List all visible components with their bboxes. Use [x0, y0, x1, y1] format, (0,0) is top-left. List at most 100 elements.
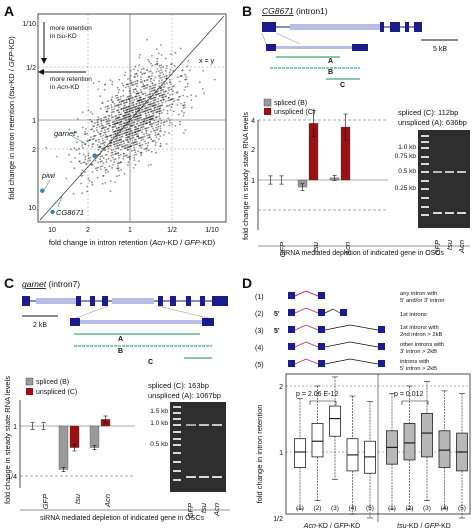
scatter-point: [114, 181, 116, 183]
scatter-point: [144, 112, 147, 115]
scatter-point: [139, 81, 142, 84]
scatter-point: [147, 164, 150, 167]
scatter-point: [117, 147, 120, 149]
scheme-label: 2nd intron > 2kB: [400, 332, 443, 338]
scatter-point: [143, 85, 146, 87]
scatter-point: [150, 123, 153, 125]
scatter-point: [112, 121, 115, 123]
scatter-point: [154, 129, 156, 132]
scatter-point: [143, 110, 146, 113]
scatter-point: [84, 133, 87, 135]
group-label-tsu: tsu-KD / GFP-KD: [397, 523, 451, 530]
scatter-point: [124, 86, 127, 89]
scatter-point: [136, 90, 138, 92]
scatter-point: [124, 71, 127, 74]
scatter-point: [161, 94, 164, 96]
scatter-point: [130, 119, 133, 122]
scatter-point: [160, 99, 163, 102]
scatter-point: [115, 115, 118, 117]
scatter-point: [96, 126, 98, 129]
scatter-point: [114, 158, 117, 160]
scatter-point: [122, 155, 125, 158]
box-label: (3): [423, 505, 431, 512]
exon-box: [340, 309, 347, 316]
scatter-point: [93, 130, 95, 133]
scatter-point: [87, 139, 89, 142]
scatter-point: [114, 138, 116, 141]
ladder-label: 0.5 kb: [150, 441, 168, 448]
scatter-point: [110, 114, 113, 116]
scatter-point: [203, 92, 206, 95]
scatter-point: [190, 106, 193, 109]
scatter-point: [118, 128, 121, 131]
scatter-point: [136, 117, 139, 120]
five-prime-label: 5': [274, 311, 280, 318]
scatter-point: [165, 90, 167, 93]
x-tick: Acn: [103, 494, 112, 508]
scatter-point: [159, 107, 162, 110]
scatter-point: [131, 84, 134, 86]
scatter-point: [110, 106, 113, 109]
scatter-point: [135, 105, 138, 108]
scatter-point: [109, 159, 112, 162]
scatter-point: [172, 110, 175, 113]
scatter-point: [91, 128, 93, 131]
scatter-point: [136, 140, 138, 143]
scatter-point: [96, 119, 99, 121]
diagonal-label: x = y: [199, 58, 214, 65]
ladder-label: 1.5 kb: [150, 408, 168, 415]
scatter-point: [112, 116, 114, 118]
box-label: (2): [314, 505, 322, 512]
scatter-point: [167, 117, 170, 120]
scatter-point: [121, 133, 123, 136]
scatter-point: [144, 97, 147, 100]
scatter-point: [133, 68, 135, 71]
p-value-tsu: p = 0.012: [394, 391, 423, 398]
scatter-point: [70, 160, 72, 163]
scatter-point: [150, 115, 153, 118]
bar-chart-b: 4 2 1 GFP tsu Acn spliced (B) unspliced …: [241, 98, 388, 257]
scatter-point: [123, 152, 125, 155]
scatter-point: [98, 125, 101, 128]
scatter-point: [169, 94, 171, 96]
scatter-point: [173, 100, 175, 103]
scatter-point: [101, 182, 104, 185]
scatter-point: [123, 172, 126, 175]
p-value-acn: p = 2.06 E-12: [296, 391, 338, 398]
scatter-point: [165, 75, 168, 77]
scheme-number: (1): [255, 294, 264, 301]
scatter-point: [159, 127, 162, 130]
scatter-point: [68, 153, 71, 156]
scatter-point: [111, 128, 114, 131]
scatter-point: [118, 126, 120, 129]
scatter-frame: [37, 13, 227, 223]
scatter-point: [160, 64, 163, 66]
scatter-point: [103, 126, 106, 129]
scatter-point: [151, 72, 154, 75]
scatter-point: [107, 158, 110, 160]
scatter-point: [156, 105, 159, 108]
scatter-point: [168, 124, 171, 127]
scatter-point: [96, 169, 98, 172]
scatter-point: [84, 171, 86, 174]
scatter-point: [172, 97, 175, 100]
scatter-point: [129, 92, 132, 95]
scatter-point: [110, 136, 113, 139]
scatter-point: [159, 145, 162, 148]
scatter-point: [168, 132, 171, 135]
scatter-point: [135, 153, 138, 156]
scatter-point: [110, 111, 113, 114]
scatter-point: [171, 85, 174, 88]
scatter-point: [86, 185, 89, 188]
scatter-point: [118, 99, 120, 101]
scatter-point: [116, 165, 119, 167]
scatter-point: [114, 150, 116, 153]
x-tick: 10: [48, 227, 56, 234]
scatter-point: [97, 138, 100, 141]
scatter-point: [168, 81, 171, 84]
scatter-point: [117, 96, 120, 99]
bar: [89, 425, 100, 448]
scatter-point: [106, 105, 109, 108]
scatter-point: [107, 122, 110, 125]
